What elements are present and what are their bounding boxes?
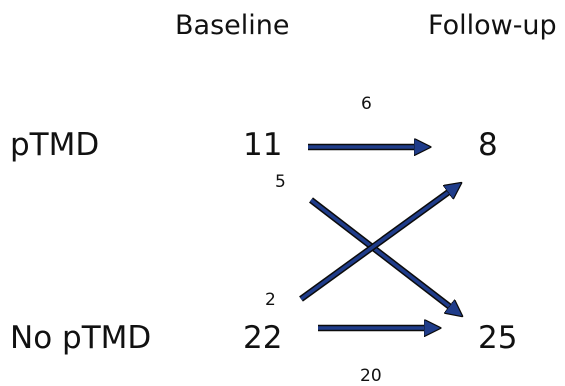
baseline-ptmd-count: 11 <box>243 127 283 163</box>
flow-label-no-ptmd-to-ptmd: 2 <box>265 290 276 310</box>
flow-label-no-ptmd-to-no-ptmd: 20 <box>360 366 382 386</box>
flow-label-ptmd-to-no-ptmd: 5 <box>275 172 286 192</box>
row-label-no-ptmd: No pTMD <box>10 320 152 356</box>
row-label-ptmd: pTMD <box>10 127 100 163</box>
flow-label-ptmd-to-ptmd: 6 <box>361 94 372 114</box>
baseline-no-ptmd-count: 22 <box>243 320 283 356</box>
arrow-no-ptmd-to-ptmd <box>299 186 457 302</box>
followup-no-ptmd-count: 25 <box>478 320 518 356</box>
baseline-column-header: Baseline <box>175 10 290 41</box>
followup-ptmd-count: 8 <box>478 127 498 163</box>
arrow-ptmd-to-no-ptmd <box>309 197 458 313</box>
followup-column-header: Follow-up <box>428 10 557 41</box>
